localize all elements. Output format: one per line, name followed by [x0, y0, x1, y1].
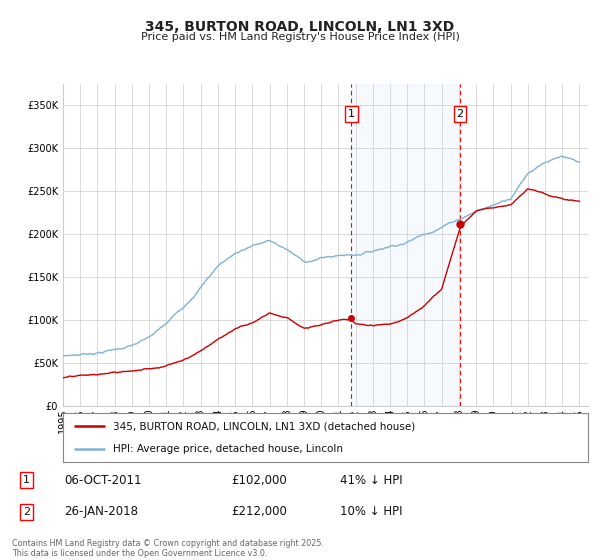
Text: 2: 2 — [23, 507, 30, 517]
Text: 1: 1 — [348, 109, 355, 119]
Text: 41% ↓ HPI: 41% ↓ HPI — [340, 474, 403, 487]
Text: 10% ↓ HPI: 10% ↓ HPI — [340, 505, 403, 518]
Text: 2: 2 — [457, 109, 464, 119]
Text: Contains HM Land Registry data © Crown copyright and database right 2025.
This d: Contains HM Land Registry data © Crown c… — [12, 539, 324, 558]
Text: 06-OCT-2011: 06-OCT-2011 — [64, 474, 142, 487]
Text: £212,000: £212,000 — [231, 505, 287, 518]
Bar — [352, 84, 460, 406]
Text: Price paid vs. HM Land Registry's House Price Index (HPI): Price paid vs. HM Land Registry's House … — [140, 32, 460, 43]
Text: £102,000: £102,000 — [231, 474, 287, 487]
Text: HPI: Average price, detached house, Lincoln: HPI: Average price, detached house, Linc… — [113, 444, 343, 454]
Text: 1: 1 — [23, 475, 30, 486]
Text: 345, BURTON ROAD, LINCOLN, LN1 3XD: 345, BURTON ROAD, LINCOLN, LN1 3XD — [145, 20, 455, 34]
Text: 26-JAN-2018: 26-JAN-2018 — [64, 505, 138, 518]
Text: 345, BURTON ROAD, LINCOLN, LN1 3XD (detached house): 345, BURTON ROAD, LINCOLN, LN1 3XD (deta… — [113, 421, 415, 431]
